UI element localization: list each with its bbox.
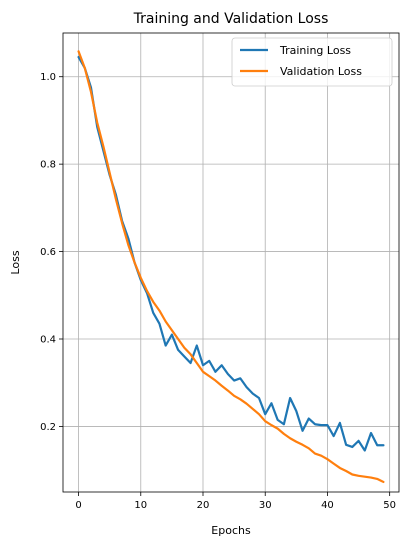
y-tick-label: 0.6 [40,247,56,258]
y-tick-label: 1.0 [40,72,56,83]
y-tick-label: 0.8 [40,160,56,171]
legend-label-validation-loss: Validation Loss [280,65,362,78]
plot-frame [63,33,399,492]
legend-label-training-loss: Training Loss [279,44,351,57]
grid [63,33,399,492]
series-line-validation-loss [79,51,384,482]
x-tick-label: 0 [75,500,81,511]
x-tick-label: 40 [321,500,334,511]
chart-title: Training and Validation Loss [133,11,329,27]
y-tick-label: 0.2 [40,422,56,433]
x-axis-label: Epochs [211,524,251,537]
x-tick-label: 20 [197,500,210,511]
series-line-training-loss [79,57,384,450]
x-tick-label: 50 [383,500,396,511]
legend: Training Loss Validation Loss [232,38,392,86]
series-lines [79,51,384,482]
x-tick-label: 10 [134,500,147,511]
axis-ticks: 0 10 20 30 40 50 0.2 0.4 0.6 0.8 1.0 [40,72,396,511]
y-axis-label: Loss [9,250,22,274]
x-tick-label: 30 [259,500,272,511]
y-tick-label: 0.4 [40,335,56,346]
